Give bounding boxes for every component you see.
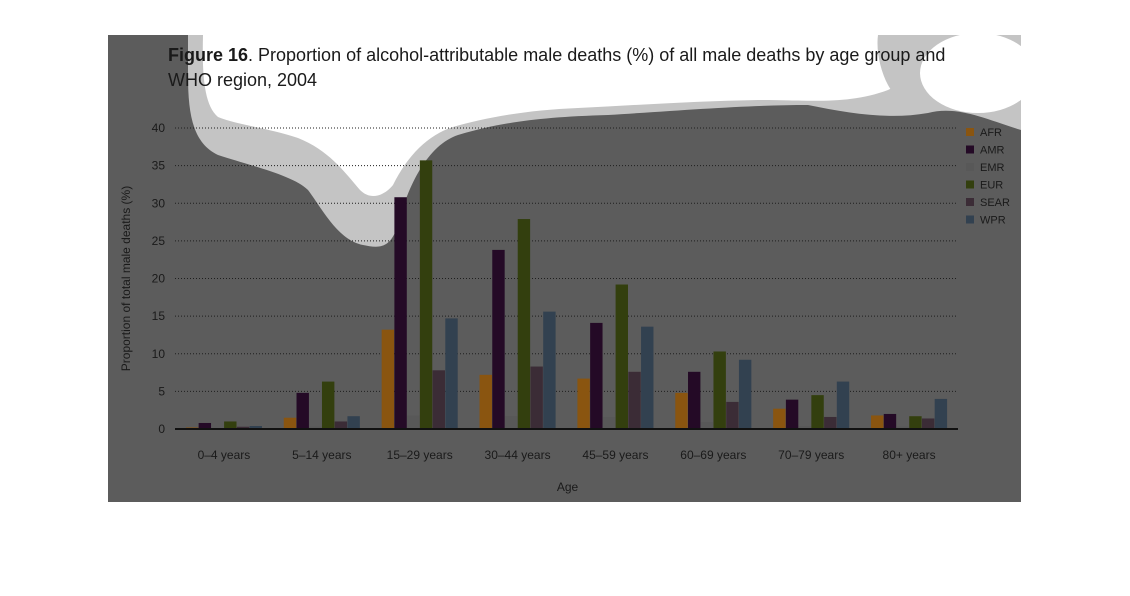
bar-amr [394,197,407,429]
y-tick-label: 30 [152,196,166,210]
legend-swatch-eur [966,180,974,189]
legend-swatch-wpr [966,215,974,224]
bar-chart: 0 5 10 15 20 25 30 35 40 0–4 years 5–14 years 15–29… [119,121,1010,494]
bar-wpr [836,381,850,429]
bar-afr [675,392,688,429]
overlay-blob-highlight [202,35,968,197]
bar-emr [798,425,812,429]
legend-label-wpr: WPR [980,215,1006,227]
legend-label-afr: AFR [980,127,1002,139]
overlay-circle [920,35,1021,113]
x-tick-label: 80+ years [883,448,936,462]
bar-emr [309,426,322,429]
bar-sear [824,416,837,429]
bar-afr [773,408,786,429]
y-tick-label: 15 [152,309,166,323]
y-tick-label: 40 [152,121,166,135]
bar-wpr [543,311,556,429]
x-tick-label: 70–79 years [778,448,844,462]
bar-eur [811,395,824,429]
y-tick-label: 35 [152,159,166,173]
y-axis-title: Proportion of total male deaths (%) [119,186,133,371]
bar-afr [283,417,297,429]
bar-amr [785,399,799,429]
bar-sear [726,401,739,429]
bar-eur [615,284,629,429]
bar-eur [909,416,922,429]
legend-swatch-sear [966,198,974,206]
legend-label-eur: EUR [980,180,1003,192]
legend-label-amr: AMR [980,145,1005,157]
decorative-overlay-shape [188,35,1021,247]
x-tick-label: 60–69 years [680,448,746,462]
legend-label-sear: SEAR [980,197,1010,209]
bar-afr [479,374,492,429]
bar-wpr [445,318,458,429]
bar-emr [602,416,616,429]
x-tick-label: 45–59 years [582,448,648,462]
bar-eur [419,160,433,430]
x-axis-title: Age [557,480,579,494]
bar-afr [871,415,884,429]
bar-wpr [249,425,262,429]
bar-amr [296,392,309,429]
bar-afr [577,378,590,429]
bar-emr [700,422,714,429]
bar-wpr [738,359,752,429]
legend-swatch-emr [966,163,974,171]
bar-amr [883,413,897,429]
bar-sear [236,426,250,429]
overlay-blob-right [877,35,1021,100]
legend-label-emr: EMR [980,162,1005,174]
bar-emr [504,416,518,429]
figure-title-text: . Proportion of alcohol-attributable mal… [168,45,946,90]
bar-wpr [347,416,360,429]
y-tick-label: 5 [158,384,165,398]
legend-swatch-afr [966,128,974,136]
bar-sear [334,421,348,429]
bar-wpr [641,326,654,429]
legend-swatch-amr [966,145,974,154]
y-tick-label: 0 [158,422,165,436]
x-tick-label: 0–4 years [198,448,251,462]
y-tick-label: 25 [152,234,166,248]
figure-title: Figure 16. Proportion of alcohol-attribu… [168,43,988,93]
bar-sear [432,370,445,429]
bar-amr [492,249,505,429]
x-tick-label: 5–14 years [292,448,351,462]
bar-sear [921,418,935,429]
bar-amr [590,322,603,429]
chart-panel: Figure 16. Proportion of alcohol-attribu… [108,35,1021,502]
bar-wpr [934,398,948,429]
bar-amr [688,371,701,429]
bar-eur [713,351,726,429]
bar-eur [224,421,237,429]
bar-amr [198,422,212,429]
bar-eur [321,381,335,429]
figure-title-lead: Figure 16 [168,45,249,65]
x-tick-label: 30–44 years [485,448,551,462]
bar-emr [896,426,909,429]
bar-afr [381,329,395,429]
bar-eur [517,219,531,429]
bar-emr [407,415,420,429]
x-tick-label: 15–29 years [387,448,453,462]
bar-sear [530,366,543,429]
bar-sear [628,371,641,429]
y-tick-label: 20 [152,272,166,286]
y-tick-label: 10 [152,347,166,361]
